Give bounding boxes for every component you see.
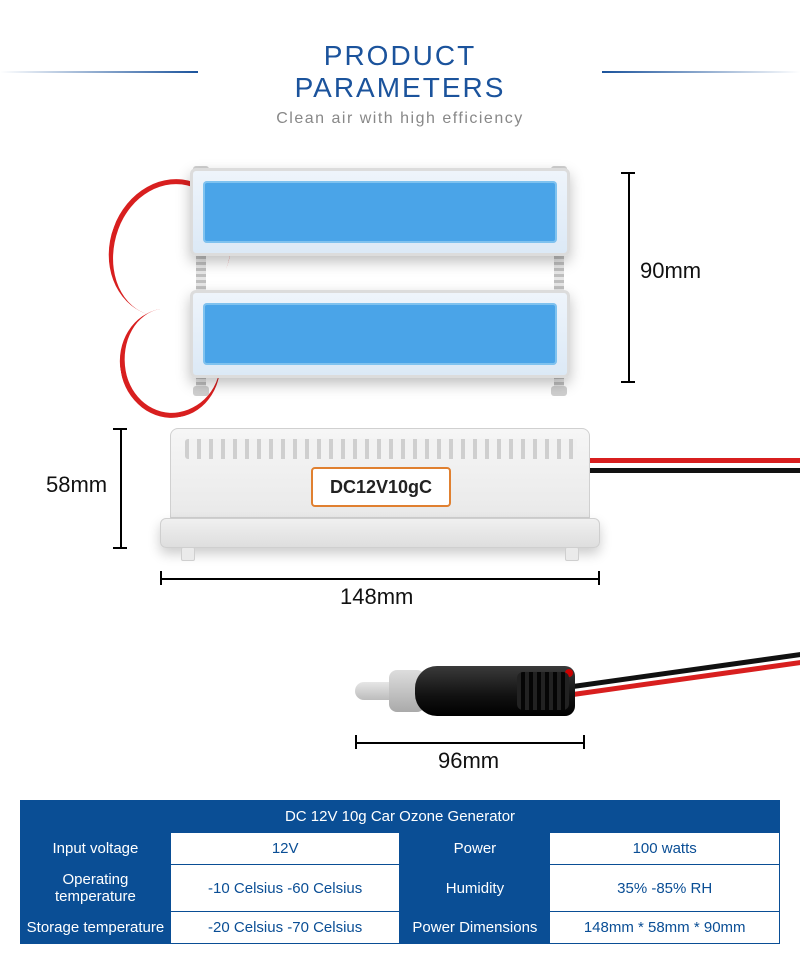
vent-slots [185, 439, 577, 459]
page-title: PRODUCT PARAMETERS [216, 40, 584, 104]
dim-label-90: 90mm [640, 258, 701, 284]
table-row: Storage temperature -20 Celsius -70 Cels… [21, 912, 780, 944]
car-plug [355, 658, 595, 728]
spec-label: Power Dimensions [400, 912, 550, 944]
output-wire-red [590, 458, 800, 463]
dim-label-148: 148mm [340, 584, 413, 610]
output-wire-black [590, 468, 800, 473]
spec-value: -10 Celsius -60 Celsius [170, 865, 400, 912]
table-row: Input voltage 12V Power 100 watts [21, 833, 780, 865]
device-base: DC12V10gC [160, 428, 600, 548]
ozone-plate-top [190, 168, 570, 256]
title-row: PRODUCT PARAMETERS [0, 40, 800, 104]
ozone-plate-bottom [190, 290, 570, 378]
dim-line-58 [120, 428, 122, 548]
spec-label: Input voltage [21, 833, 171, 865]
plug-wire-red [573, 656, 800, 697]
spec-table: DC 12V 10g Car Ozone Generator Input vol… [20, 800, 780, 944]
device: DC12V10gC [160, 168, 600, 548]
ozone-plates [190, 168, 570, 378]
spec-value: 100 watts [550, 833, 780, 865]
spec-value: -20 Celsius -70 Celsius [170, 912, 400, 944]
rule-left [0, 71, 198, 73]
table-row: Operating temperature -10 Celsius -60 Ce… [21, 865, 780, 912]
dim-label-96: 96mm [438, 748, 499, 774]
dim-line-90 [628, 172, 630, 382]
spec-label: Power [400, 833, 550, 865]
table-header: DC 12V 10g Car Ozone Generator [21, 801, 780, 833]
foot-left [181, 547, 195, 561]
plug-grip [517, 672, 569, 710]
plug-body [415, 666, 575, 716]
spec-value: 35% -85% RH [550, 865, 780, 912]
model-sticker: DC12V10gC [311, 467, 451, 507]
header: PRODUCT PARAMETERS Clean air with high e… [0, 0, 800, 128]
spec-value: 148mm * 58mm * 90mm [550, 912, 780, 944]
page-subtitle: Clean air with high efficiency [0, 110, 800, 128]
rule-right [602, 71, 800, 73]
product-diagram: DC12V10gC 90mm 58mm 148mm 96mm [0, 128, 800, 768]
dim-line-96 [355, 742, 585, 744]
dim-label-58: 58mm [46, 472, 107, 498]
dim-line-148 [160, 578, 600, 580]
spec-label: Operating temperature [21, 865, 171, 912]
spec-value: 12V [170, 833, 400, 865]
foot-right [565, 547, 579, 561]
spec-label: Storage temperature [21, 912, 171, 944]
spec-label: Humidity [400, 865, 550, 912]
